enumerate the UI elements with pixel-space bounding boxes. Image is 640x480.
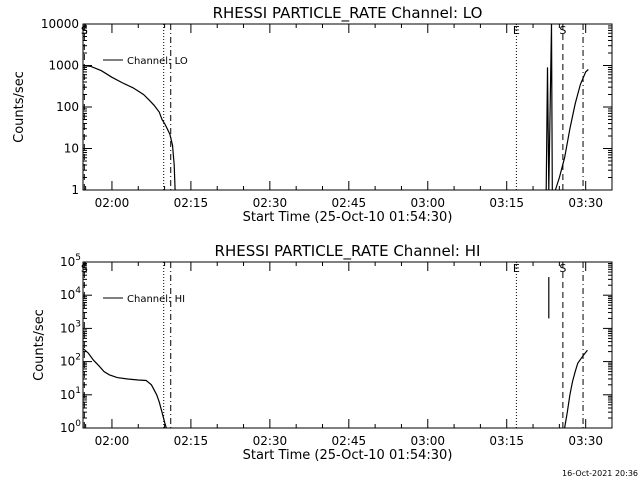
y-tick-label: 100 — [60, 419, 81, 435]
y-tick-label: 1 — [71, 183, 79, 197]
y-tick-label: 10 — [64, 142, 79, 156]
x-tick-label: 03:15 — [489, 196, 524, 210]
x-axis-label: Start Time (25-Oct-10 01:54:30) — [243, 448, 453, 463]
x-axis-label: Start Time (25-Oct-10 01:54:30) — [243, 210, 453, 225]
x-tick-label: 03:00 — [410, 434, 445, 448]
x-tick-label: 02:00 — [95, 434, 130, 448]
chart-title: RHESSI PARTICLE_RATE Channel: LO — [213, 4, 483, 23]
x-tick-label: 02:00 — [95, 196, 130, 210]
y-tick-label: 103 — [60, 319, 81, 335]
timestamp: 16-Oct-2021 20:36 — [562, 469, 638, 478]
y-tick-label: 102 — [60, 353, 81, 369]
y-tick-label: 100 — [56, 100, 79, 114]
y-tick-label: 105 — [60, 253, 81, 269]
legend-entry: Channel: LO — [127, 56, 188, 67]
y-axis-label: Counts/sec — [12, 71, 27, 143]
x-tick-label: 03:15 — [489, 434, 524, 448]
x-tick-label: 03:30 — [568, 196, 603, 210]
x-tick-label: 03:00 — [410, 196, 445, 210]
x-tick-label: 02:30 — [253, 196, 288, 210]
x-tick-label: 02:45 — [332, 196, 367, 210]
chart-title: RHESSI PARTICLE_RATE Channel: HI — [215, 242, 481, 261]
plot-frame — [82, 23, 613, 191]
series-line — [554, 69, 589, 191]
hi-channel-panel: RHESSI PARTICLE_RATE Channel: HI 100 101 10… — [32, 242, 613, 463]
legend-entry: Channel: HI — [127, 294, 185, 305]
y-tick-label: 104 — [60, 286, 81, 302]
series-line — [82, 347, 167, 429]
marker-label: E — [513, 24, 520, 37]
plot-frame — [82, 261, 613, 429]
series-line — [545, 23, 553, 191]
y-tick-label: 1000 — [48, 59, 79, 73]
x-tick-label: 02:15 — [174, 196, 209, 210]
x-tick-label: 02:30 — [253, 434, 288, 448]
y-tick-label: 10000 — [41, 17, 79, 31]
marker-label: S — [559, 24, 566, 37]
marker-label: S — [81, 24, 88, 37]
x-tick-label: 02:15 — [174, 434, 209, 448]
x-tick-label: 03:30 — [568, 434, 603, 448]
marker-label: S — [559, 262, 566, 275]
series-line — [564, 349, 588, 429]
y-tick-label: 101 — [60, 386, 81, 402]
series-line — [82, 64, 176, 191]
y-axis-label: Counts/sec — [32, 309, 47, 381]
x-tick-label: 02:45 — [332, 434, 367, 448]
lo-channel-panel: RHESSI PARTICLE_RATE Channel: LO 1 10 100 10… — [12, 4, 613, 225]
marker-label: S — [81, 262, 88, 275]
marker-label: E — [513, 262, 520, 275]
